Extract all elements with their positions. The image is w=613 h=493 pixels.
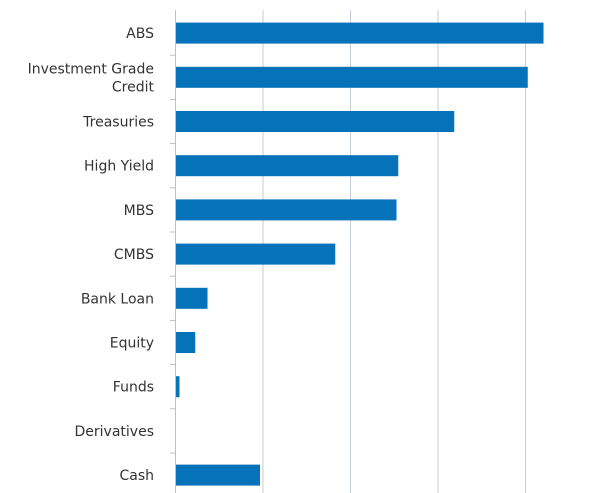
bar-equity — [176, 332, 196, 353]
bar-treasuries — [176, 111, 455, 132]
bar-funds — [176, 376, 180, 398]
bar-cash — [176, 464, 260, 486]
bar-cmbs — [176, 243, 336, 265]
bar-mbs — [176, 199, 397, 221]
category-label-mbs: MBS — [124, 203, 154, 219]
category-labels: ABS Investment Grade Credit Treasuries High … — [28, 26, 155, 484]
category-label-derivatives: Derivatives — [75, 424, 154, 440]
bars — [176, 22, 544, 486]
bar-high-yield — [176, 155, 399, 177]
bar-bank-loan — [176, 287, 208, 309]
category-label-equity: Equity — [110, 336, 154, 352]
bar-abs — [176, 22, 544, 44]
category-label-treasuries: Treasuries — [82, 115, 154, 131]
category-axis — [170, 10, 176, 493]
category-label-abs: ABS — [126, 26, 154, 42]
bar-investment-grade-credit — [176, 66, 528, 88]
category-label-investment-grade-credit: Investment Grade Credit — [28, 61, 155, 95]
category-label-funds: Funds — [113, 380, 154, 396]
category-label-cmbs: CMBS — [114, 247, 154, 263]
category-label-bank-loan: Bank Loan — [81, 291, 154, 307]
category-label-cash: Cash — [119, 468, 154, 484]
category-label-high-yield: High Yield — [84, 159, 154, 175]
